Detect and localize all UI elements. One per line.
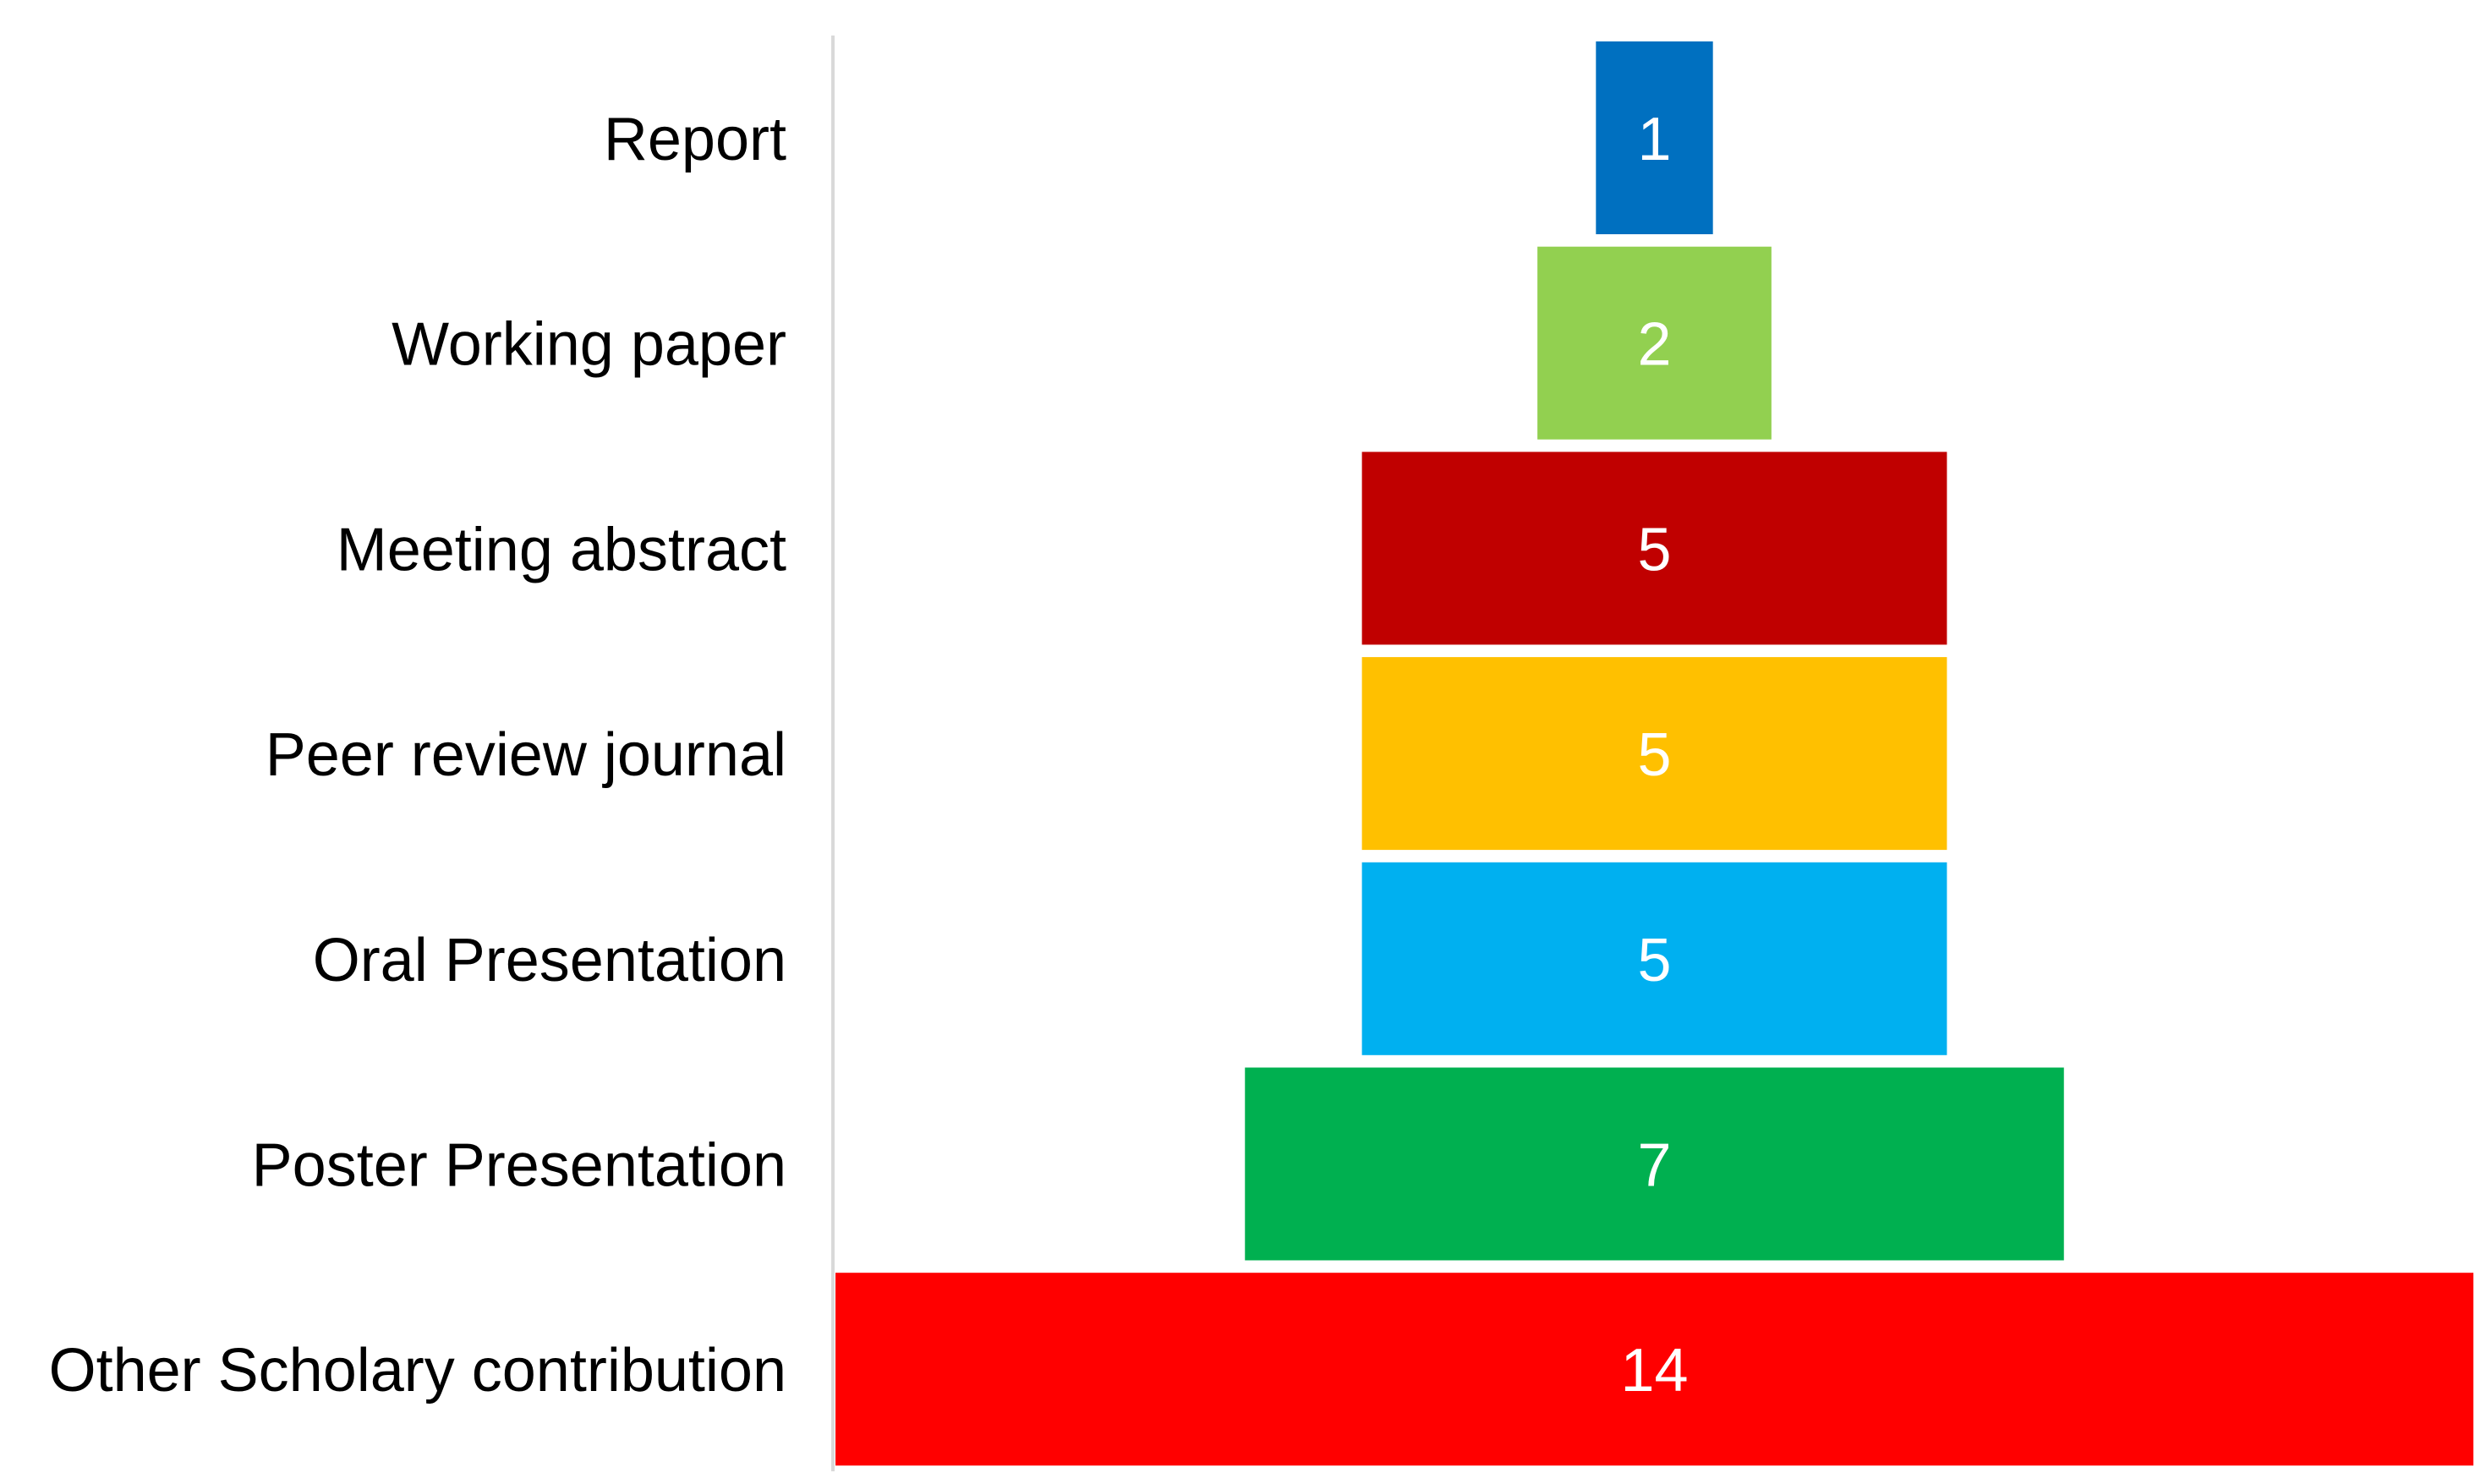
value-label: 7 xyxy=(1637,1132,1671,1200)
category-label: Peer review journal xyxy=(266,721,786,789)
category-label: Working paper xyxy=(392,311,786,379)
value-label: 5 xyxy=(1637,721,1671,789)
value-label: 14 xyxy=(1620,1337,1688,1405)
category-label: Report xyxy=(604,106,786,173)
category-label: Poster Presentation xyxy=(252,1132,786,1200)
funnel-bar xyxy=(1361,452,1947,645)
funnel-bar xyxy=(1537,246,1772,440)
value-label: 2 xyxy=(1637,311,1671,379)
funnel-bar xyxy=(1596,41,1713,234)
value-label: 5 xyxy=(1637,927,1671,994)
funnel-bar xyxy=(1245,1067,2064,1261)
category-label: Oral Presentation xyxy=(313,927,786,994)
category-label: Meeting abstract xyxy=(337,516,786,583)
funnel-bar xyxy=(1361,657,1947,851)
value-label: 1 xyxy=(1637,106,1671,173)
value-label: 5 xyxy=(1637,516,1671,583)
funnel-bar xyxy=(835,1273,2473,1466)
category-label: Other Scholary contribution xyxy=(49,1337,786,1405)
funnel-bar xyxy=(1361,862,1947,1055)
